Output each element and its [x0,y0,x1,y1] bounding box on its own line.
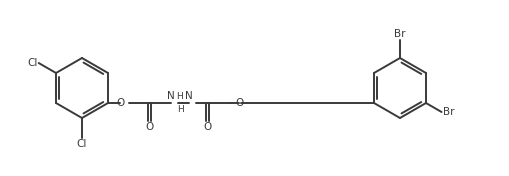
Text: Br: Br [442,107,453,117]
Text: Cl: Cl [27,58,38,68]
Text: N: N [185,91,192,101]
Text: O: O [203,122,211,132]
Text: O: O [117,98,125,108]
Text: O: O [235,98,244,108]
Text: H: H [177,105,184,114]
Text: Cl: Cl [77,139,87,149]
Text: O: O [145,122,153,132]
Text: H: H [176,92,182,101]
Text: N: N [167,91,175,101]
Text: Br: Br [393,29,405,39]
